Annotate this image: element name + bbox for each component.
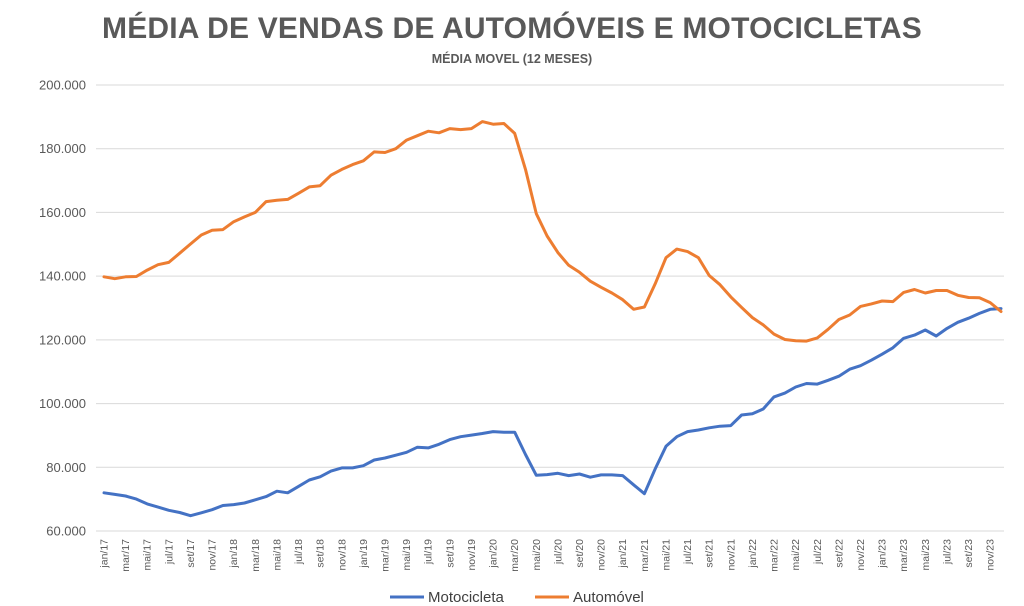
x-tick-label: jul/21 <box>682 539 694 565</box>
x-tick-label: jul/17 <box>163 539 175 565</box>
x-tick-label: mai/22 <box>790 539 802 571</box>
x-tick-label: jan/19 <box>358 539 370 569</box>
y-tick-label: 60.000 <box>46 524 86 539</box>
y-tick-label: 100.000 <box>39 396 86 411</box>
x-tick-label: set/17 <box>185 539 197 568</box>
x-tick-label: jan/17 <box>99 539 111 569</box>
x-tick-label: nov/20 <box>596 539 608 571</box>
x-tick-label: mar/19 <box>379 539 391 572</box>
x-tick-label: set/21 <box>704 539 716 568</box>
x-tick-label: set/23 <box>963 539 975 568</box>
x-tick-label: mai/19 <box>401 539 413 571</box>
chart-subtitle: MÉDIA MOVEL (12 MESES) <box>431 52 593 66</box>
y-tick-label: 160.000 <box>39 205 86 220</box>
x-tick-label: set/22 <box>833 539 845 568</box>
x-tick-label: jul/18 <box>293 539 305 565</box>
x-tick-label: mar/22 <box>769 539 781 572</box>
x-tick-label: nov/19 <box>466 539 478 571</box>
x-tick-label: jul/19 <box>423 539 435 565</box>
x-tick-label: set/18 <box>315 539 327 568</box>
x-tick-label: jan/18 <box>228 539 240 569</box>
axes: 60.000 80.000 100.000 120.000 140.000 160.000… <box>39 78 997 572</box>
x-tick-label: jan/20 <box>488 539 500 569</box>
y-tick-label: 120.000 <box>39 332 86 347</box>
x-tick-label: mar/21 <box>639 539 651 572</box>
x-tick-label: mai/18 <box>271 539 283 571</box>
x-tick-label: mai/21 <box>660 539 672 571</box>
x-tick-label: mar/17 <box>120 539 132 572</box>
y-tick-label: 140.000 <box>39 269 86 284</box>
x-tick-label: jan/22 <box>747 539 759 569</box>
x-tick-label: mar/18 <box>250 539 262 572</box>
series-line-automovel <box>102 120 1003 343</box>
x-tick-label: jul/22 <box>812 539 824 565</box>
x-tick-label: set/19 <box>444 539 456 568</box>
x-tick-label: mar/20 <box>509 539 521 572</box>
series-lines <box>102 120 1003 518</box>
x-tick-label: nov/18 <box>336 539 348 571</box>
legend-item: Automóvel <box>535 589 644 606</box>
y-tick-label: 180.000 <box>39 141 86 156</box>
x-tick-label: mai/17 <box>142 539 154 571</box>
gridlines <box>96 84 1004 532</box>
legend: Motocicleta Automóvel <box>390 589 644 606</box>
y-tick-label: 80.000 <box>46 460 86 475</box>
x-tick-label: set/20 <box>574 539 586 568</box>
x-tick-label: mai/23 <box>920 539 932 571</box>
x-tick-label: nov/22 <box>855 539 867 571</box>
legend-item: Motocicleta <box>390 589 505 606</box>
x-tick-label: mai/20 <box>531 539 543 571</box>
series-line-motocicleta <box>102 307 1003 518</box>
legend-label: Motocicleta <box>428 589 505 606</box>
x-tick-label: nov/23 <box>985 539 997 571</box>
x-tick-label: jul/20 <box>552 539 564 565</box>
chart-title: MÉDIA DE VENDAS DE AUTOMÓVEIS E MOTOCICL… <box>102 12 922 45</box>
y-tick-label: 200.000 <box>39 78 86 93</box>
x-tick-label: nov/21 <box>725 539 737 571</box>
x-tick-label: jul/23 <box>941 539 953 565</box>
x-tick-label: jan/21 <box>617 539 629 569</box>
legend-label: Automóvel <box>573 589 644 606</box>
x-tick-label: jan/23 <box>877 539 889 569</box>
x-tick-label: mar/23 <box>898 539 910 572</box>
x-tick-label: nov/17 <box>207 539 219 571</box>
